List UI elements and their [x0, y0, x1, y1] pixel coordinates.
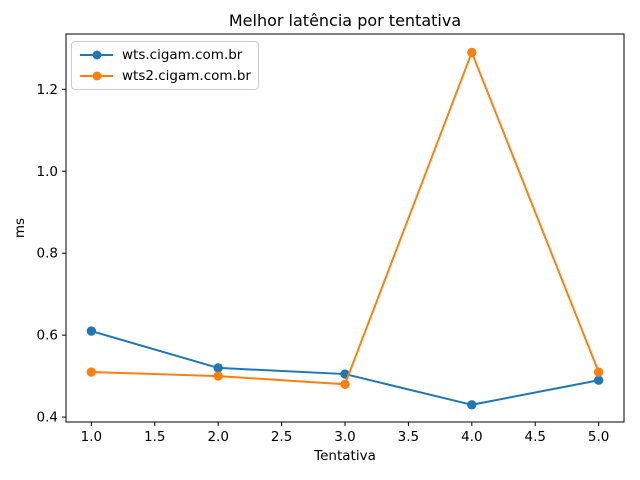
data-point-marker	[86, 367, 97, 377]
data-point-marker	[593, 375, 604, 385]
y-axis-label: ms	[12, 217, 28, 239]
legend-item: wts2.cigam.com.br	[80, 66, 258, 87]
data-point-marker	[213, 363, 223, 373]
legend-label: wts.cigam.com.br	[122, 47, 243, 63]
x-tick-label: 4.5	[524, 429, 545, 445]
y-tick-label: 1.0	[37, 164, 58, 180]
x-tick-label: 1.5	[144, 429, 165, 445]
data-point-marker	[340, 379, 350, 390]
x-tick-label: 4.0	[461, 429, 482, 445]
x-tick-label: 3.0	[334, 429, 355, 445]
legend-label: wts2.cigam.com.br	[122, 68, 251, 84]
y-tick-label: 0.4	[37, 410, 58, 426]
data-point-marker	[593, 367, 604, 377]
legend: wts.cigam.com.br wts2.cigam.com.br	[71, 41, 259, 90]
data-point-marker	[467, 47, 477, 58]
data-point-marker	[213, 371, 223, 381]
y-tick-label: 0.6	[37, 328, 58, 344]
data-point-marker	[86, 326, 97, 336]
legend-line-marker-icon	[80, 71, 113, 81]
plot-frame	[65, 33, 625, 423]
y-tick-label: 0.8	[37, 246, 58, 262]
x-tick-label: 2.0	[207, 429, 228, 445]
data-point-marker	[467, 400, 477, 410]
x-tick-label: 2.5	[271, 429, 292, 445]
series-line	[91, 330, 599, 406]
x-axis-label: Tentativa	[314, 448, 376, 464]
legend-item: wts.cigam.com.br	[80, 45, 258, 66]
legend-line-marker-icon	[80, 50, 113, 60]
x-tick-label: 3.5	[398, 429, 419, 445]
chart-title: Melhor latência por tentativa	[228, 11, 462, 30]
x-tick-label: 1.0	[81, 429, 102, 445]
y-tick-label: 1.2	[37, 82, 58, 98]
x-tick-label: 5.0	[588, 429, 609, 445]
series-line	[91, 51, 600, 386]
